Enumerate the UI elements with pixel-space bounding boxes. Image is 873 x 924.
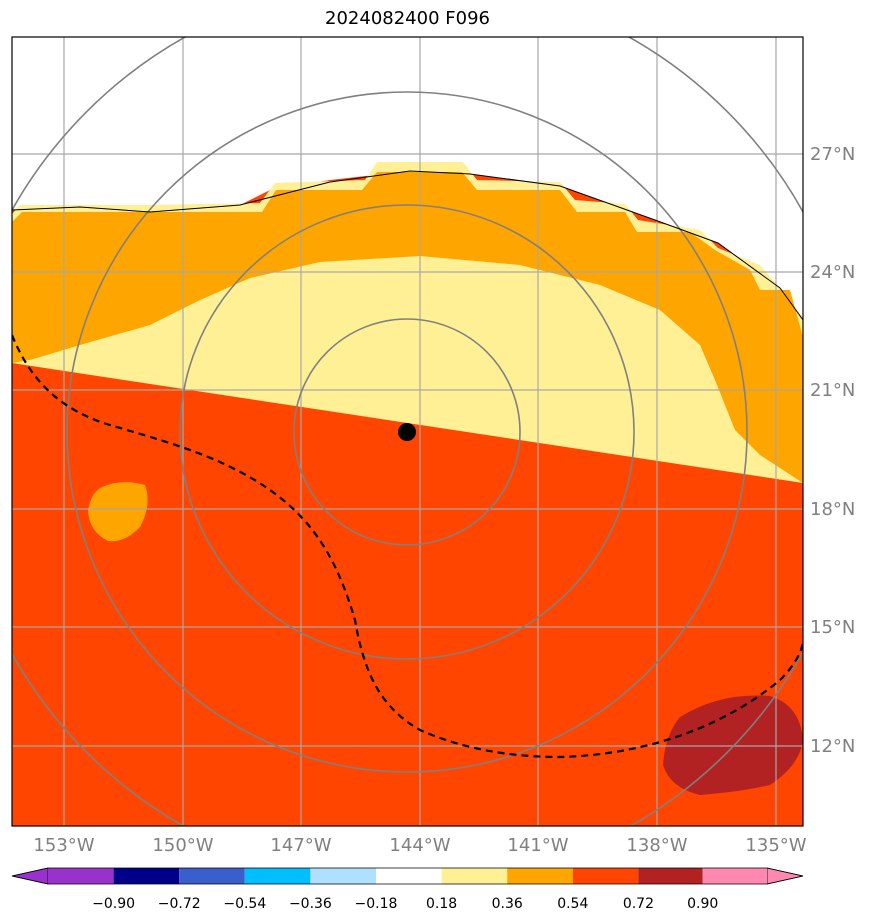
lat-tick-label: 12°N bbox=[810, 736, 855, 757]
colorbar-outline bbox=[11, 867, 804, 885]
lon-tick-label: 138°W bbox=[626, 835, 687, 856]
field-orange bbox=[12, 172, 803, 483]
lon-tick-label: 141°W bbox=[507, 835, 568, 856]
range-rings bbox=[12, 37, 803, 826]
colorbar-segment bbox=[638, 868, 703, 884]
lat-tick-label: 18°N bbox=[810, 499, 855, 520]
colorbar-segment bbox=[507, 868, 573, 884]
colorbar-tick-label: 0.90 bbox=[687, 896, 718, 912]
lon-tick-label: 150°W bbox=[152, 835, 213, 856]
lon-tick-label: 147°W bbox=[270, 835, 331, 856]
lat-tick-label: 27°N bbox=[810, 144, 855, 165]
colorbar-tick-label: −0.72 bbox=[158, 896, 201, 912]
lat-tick-label: 21°N bbox=[810, 380, 855, 401]
storm-center-dot bbox=[398, 423, 416, 441]
lon-tick-labels: 153°W 150°W 147°W 144°W 141°W 138°W 135°… bbox=[33, 835, 806, 856]
colorbar: −0.90 −0.72 −0.54 −0.36 −0.18 0.18 0.36 … bbox=[11, 867, 804, 912]
colorbar-segment bbox=[179, 868, 245, 884]
map-title: 2024082400 F096 bbox=[325, 8, 490, 29]
colorbar-tick-label: 0.54 bbox=[557, 896, 588, 912]
colorbar-extend-low bbox=[11, 867, 49, 885]
colorbar-tick-label: 0.36 bbox=[492, 896, 523, 912]
colorbar-tick-label: 0.72 bbox=[623, 896, 654, 912]
colorbar-extend-high bbox=[766, 867, 804, 885]
boundary-line bbox=[12, 170, 803, 321]
lon-tick-label: 144°W bbox=[389, 835, 450, 856]
colorbar-segment bbox=[310, 868, 376, 884]
colorbar-tick-label: 0.18 bbox=[426, 896, 457, 912]
lon-tick-label: 153°W bbox=[33, 835, 94, 856]
colorbar-segment bbox=[441, 868, 508, 884]
colorbar-tick-label: −0.90 bbox=[92, 896, 135, 912]
lat-tick-labels: 27°N 24°N 21°N 18°N 15°N 12°N bbox=[810, 144, 855, 757]
range-ring-3 bbox=[66, 91, 748, 773]
colorbar-segment bbox=[702, 868, 767, 884]
colorbar-tick-label: −0.54 bbox=[223, 896, 266, 912]
colorbar-tick-label: −0.36 bbox=[289, 896, 332, 912]
field-orange-blob bbox=[88, 482, 148, 542]
colorbar-segment bbox=[572, 868, 639, 884]
colorbar-segment bbox=[113, 868, 180, 884]
range-ring-1 bbox=[293, 318, 521, 546]
colorbar-segment bbox=[244, 868, 311, 884]
range-ring-2 bbox=[179, 204, 635, 660]
field-darkred bbox=[663, 695, 803, 795]
dashed-contour bbox=[12, 334, 803, 759]
map-panel bbox=[12, 37, 803, 826]
colorbar-segment bbox=[376, 868, 442, 884]
map-frame bbox=[11, 36, 804, 827]
lat-tick-label: 15°N bbox=[810, 617, 855, 638]
field-white bbox=[12, 37, 803, 318]
lon-tick-label: 135°W bbox=[745, 835, 806, 856]
lat-tick-label: 24°N bbox=[810, 262, 855, 283]
colorbar-tick-label: −0.18 bbox=[355, 896, 398, 912]
colorbar-segment bbox=[48, 868, 114, 884]
colorbar-tick-labels: −0.90 −0.72 −0.54 −0.36 −0.18 0.18 0.36 … bbox=[92, 896, 718, 912]
